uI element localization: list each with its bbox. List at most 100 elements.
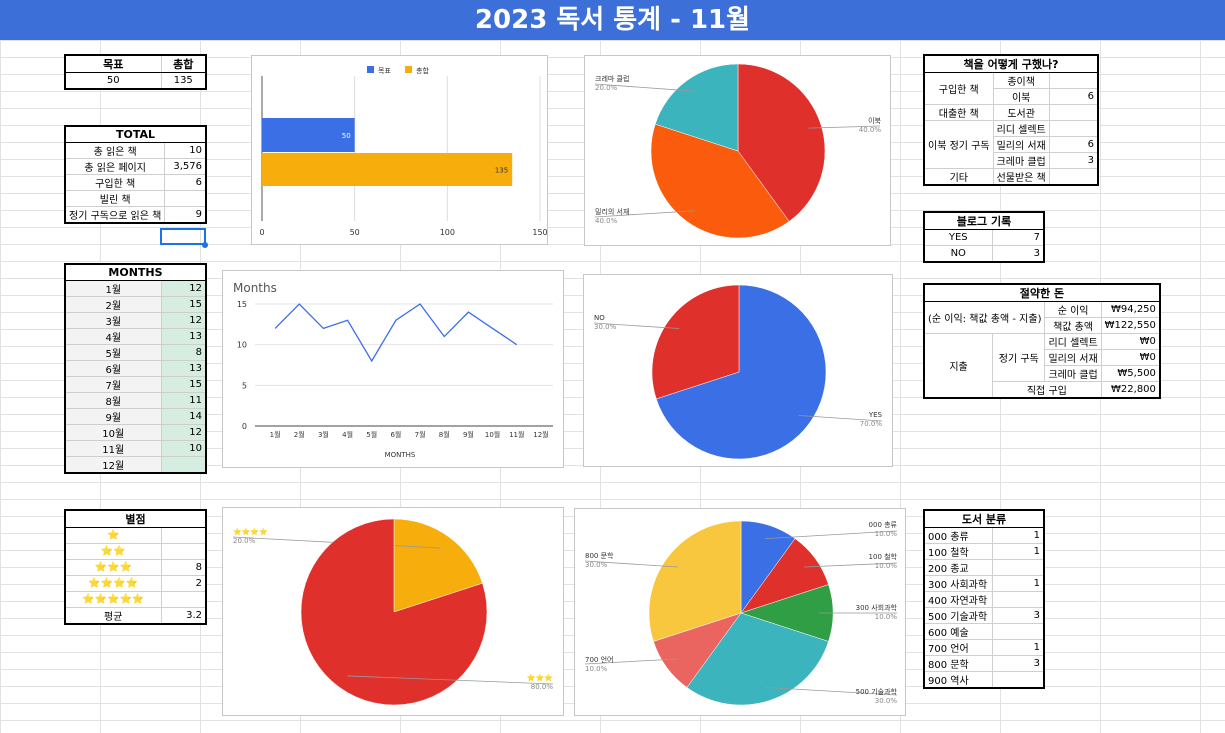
acquire-millie: 밀리의 서재 — [992, 136, 1050, 153]
blog-pie-chart[interactable]: YES 70.0% NO 30.0% — [583, 274, 893, 467]
rating-count[interactable]: 2 — [160, 575, 207, 592]
rating-count[interactable] — [160, 527, 207, 544]
acquire-paper-value[interactable] — [1048, 72, 1099, 89]
month-value[interactable] — [160, 455, 207, 473]
month-value[interactable]: 15 — [160, 375, 207, 393]
genre-pie-chart[interactable]: 000 총류 10.0% 100 철학 10.0% 300 사회과학 10.0% 500 기… — [574, 508, 906, 716]
acquire-title: 책을 어떻게 구했나? — [923, 54, 1099, 73]
months-line-chart[interactable]: Months 0 5 10 15 1월 2월 3월 4월 5월 6월 7월 8월 9월 10월 11월 12월 M… — [222, 270, 564, 468]
rating-pie-chart[interactable]: ⭐⭐⭐⭐ 20.0% ⭐⭐⭐ 80.0% — [222, 507, 564, 716]
money-net-value[interactable]: ₩94,250 — [1100, 301, 1161, 318]
money-direct-value[interactable]: ₩22,800 — [1100, 381, 1161, 399]
blog-value[interactable]: 3 — [991, 245, 1045, 262]
pie-label: 700 언어 — [585, 655, 613, 664]
month-row: 1월 12 — [64, 279, 207, 297]
money-millie: 밀리의 서재 — [1044, 349, 1102, 366]
genre-value[interactable]: 1 — [991, 575, 1045, 592]
pie-slice — [737, 63, 826, 222]
genre-table: 도서 분류 000 총류 1 100 철학 1 200 종교 300 사회과학 1 400 자… — [923, 509, 1045, 689]
bar — [262, 118, 355, 152]
month-value[interactable]: 13 — [160, 327, 207, 345]
genre-value[interactable] — [991, 623, 1045, 640]
money-net-label: 순 이익 — [1044, 301, 1102, 318]
acquire-crema-value[interactable]: 3 — [1048, 152, 1099, 169]
month-value[interactable]: 12 — [160, 423, 207, 441]
goal-value[interactable]: 50 — [64, 72, 162, 89]
money-ridi-value[interactable]: ₩0 — [1100, 333, 1161, 350]
month-value[interactable]: 14 — [160, 407, 207, 425]
genre-value[interactable]: 3 — [991, 607, 1045, 624]
month-value[interactable]: 10 — [160, 439, 207, 457]
genre-value[interactable]: 3 — [991, 655, 1045, 672]
pie-pct: 30.0% — [594, 323, 617, 331]
acquire-pie-chart[interactable]: 이북 40.0% 밀리의 서재 40.0% 크레마 클럽 20.0% — [584, 55, 891, 246]
genre-value[interactable] — [991, 559, 1045, 576]
acquire-table: 책을 어떻게 구했나? 구입한 책 종이책 이북 6 대출한 책 도서관 이북 정기 … — [923, 54, 1099, 186]
chart-title: Months — [233, 281, 277, 295]
money-total-value[interactable]: ₩122,550 — [1100, 317, 1161, 334]
leader-line — [347, 675, 554, 685]
blog-value[interactable]: 7 — [991, 229, 1045, 246]
acquire-library-value[interactable] — [1048, 104, 1099, 121]
x-tick-label: 0 — [259, 228, 264, 237]
total-row-value[interactable]: 6 — [164, 173, 207, 191]
fill-handle[interactable] — [202, 242, 208, 248]
acquire-borrow: 대출한 책 — [923, 104, 994, 121]
acquire-millie-value[interactable]: 6 — [1048, 136, 1099, 153]
total-row-value[interactable]: 10 — [164, 141, 207, 159]
pie-label: YES — [868, 411, 883, 419]
goal-bar-chart[interactable]: 0 50 100 150 목표 총합 50 135 — [251, 55, 548, 245]
genre-title: 도서 분류 — [923, 509, 1045, 528]
genre-value[interactable] — [991, 671, 1045, 689]
rating-count[interactable] — [160, 591, 207, 608]
x-tick-label: 2월 — [294, 430, 305, 439]
month-label: 5월 — [64, 343, 162, 361]
months-title: MONTHS — [64, 263, 207, 281]
acquire-ridi-value[interactable] — [1048, 120, 1099, 137]
genre-value[interactable]: 1 — [991, 639, 1045, 656]
x-tick-label: 9월 — [463, 430, 474, 439]
month-label: 6월 — [64, 359, 162, 377]
rating-count[interactable]: 8 — [160, 559, 207, 576]
y-tick-label: 15 — [237, 300, 247, 309]
pie-pct: 20.0% — [595, 84, 618, 92]
money-crema-value[interactable]: ₩5,500 — [1100, 365, 1161, 382]
genre-value[interactable]: 1 — [991, 527, 1045, 544]
pie-label: 100 철학 — [869, 552, 898, 561]
leader-line — [765, 686, 898, 696]
month-label: 12월 — [64, 455, 162, 473]
month-label: 2월 — [64, 295, 162, 313]
total-row-value[interactable] — [164, 189, 207, 207]
month-label: 8월 — [64, 391, 162, 409]
month-value[interactable]: 12 — [160, 311, 207, 329]
genre-value[interactable]: 1 — [991, 543, 1045, 560]
selected-cell[interactable] — [160, 228, 206, 245]
rating-avg-value[interactable]: 3.2 — [160, 607, 207, 625]
total-row-value[interactable]: 3,576 — [164, 157, 207, 175]
x-axis-label: MONTHS — [385, 451, 416, 459]
x-tick-label: 100 — [440, 228, 455, 237]
acquire-ebook: 이북 — [992, 88, 1050, 105]
month-value[interactable]: 15 — [160, 295, 207, 313]
rating-count[interactable] — [160, 543, 207, 560]
total-row-value[interactable]: 9 — [164, 205, 207, 223]
rating-stars: ⭐⭐⭐⭐ — [64, 575, 162, 592]
month-value[interactable]: 11 — [160, 391, 207, 409]
pie-slice — [686, 612, 829, 706]
money-millie-value[interactable]: ₩0 — [1100, 349, 1161, 366]
genre-row: 000 총류 1 — [923, 527, 1045, 544]
acquire-ebook-value[interactable]: 6 — [1048, 88, 1099, 105]
month-value[interactable]: 12 — [160, 279, 207, 297]
month-value[interactable]: 8 — [160, 343, 207, 361]
acquire-paper: 종이책 — [992, 72, 1050, 89]
pie-pct: 10.0% — [875, 562, 898, 570]
total-value[interactable]: 135 — [160, 72, 207, 89]
acquire-etc: 기타 — [923, 168, 994, 186]
month-label: 1월 — [64, 279, 162, 297]
month-value[interactable]: 13 — [160, 359, 207, 377]
pie-label: NO — [594, 314, 605, 322]
pie-pct: 30.0% — [585, 561, 608, 569]
acquire-gift-value[interactable] — [1048, 168, 1099, 186]
genre-value[interactable] — [991, 591, 1045, 608]
